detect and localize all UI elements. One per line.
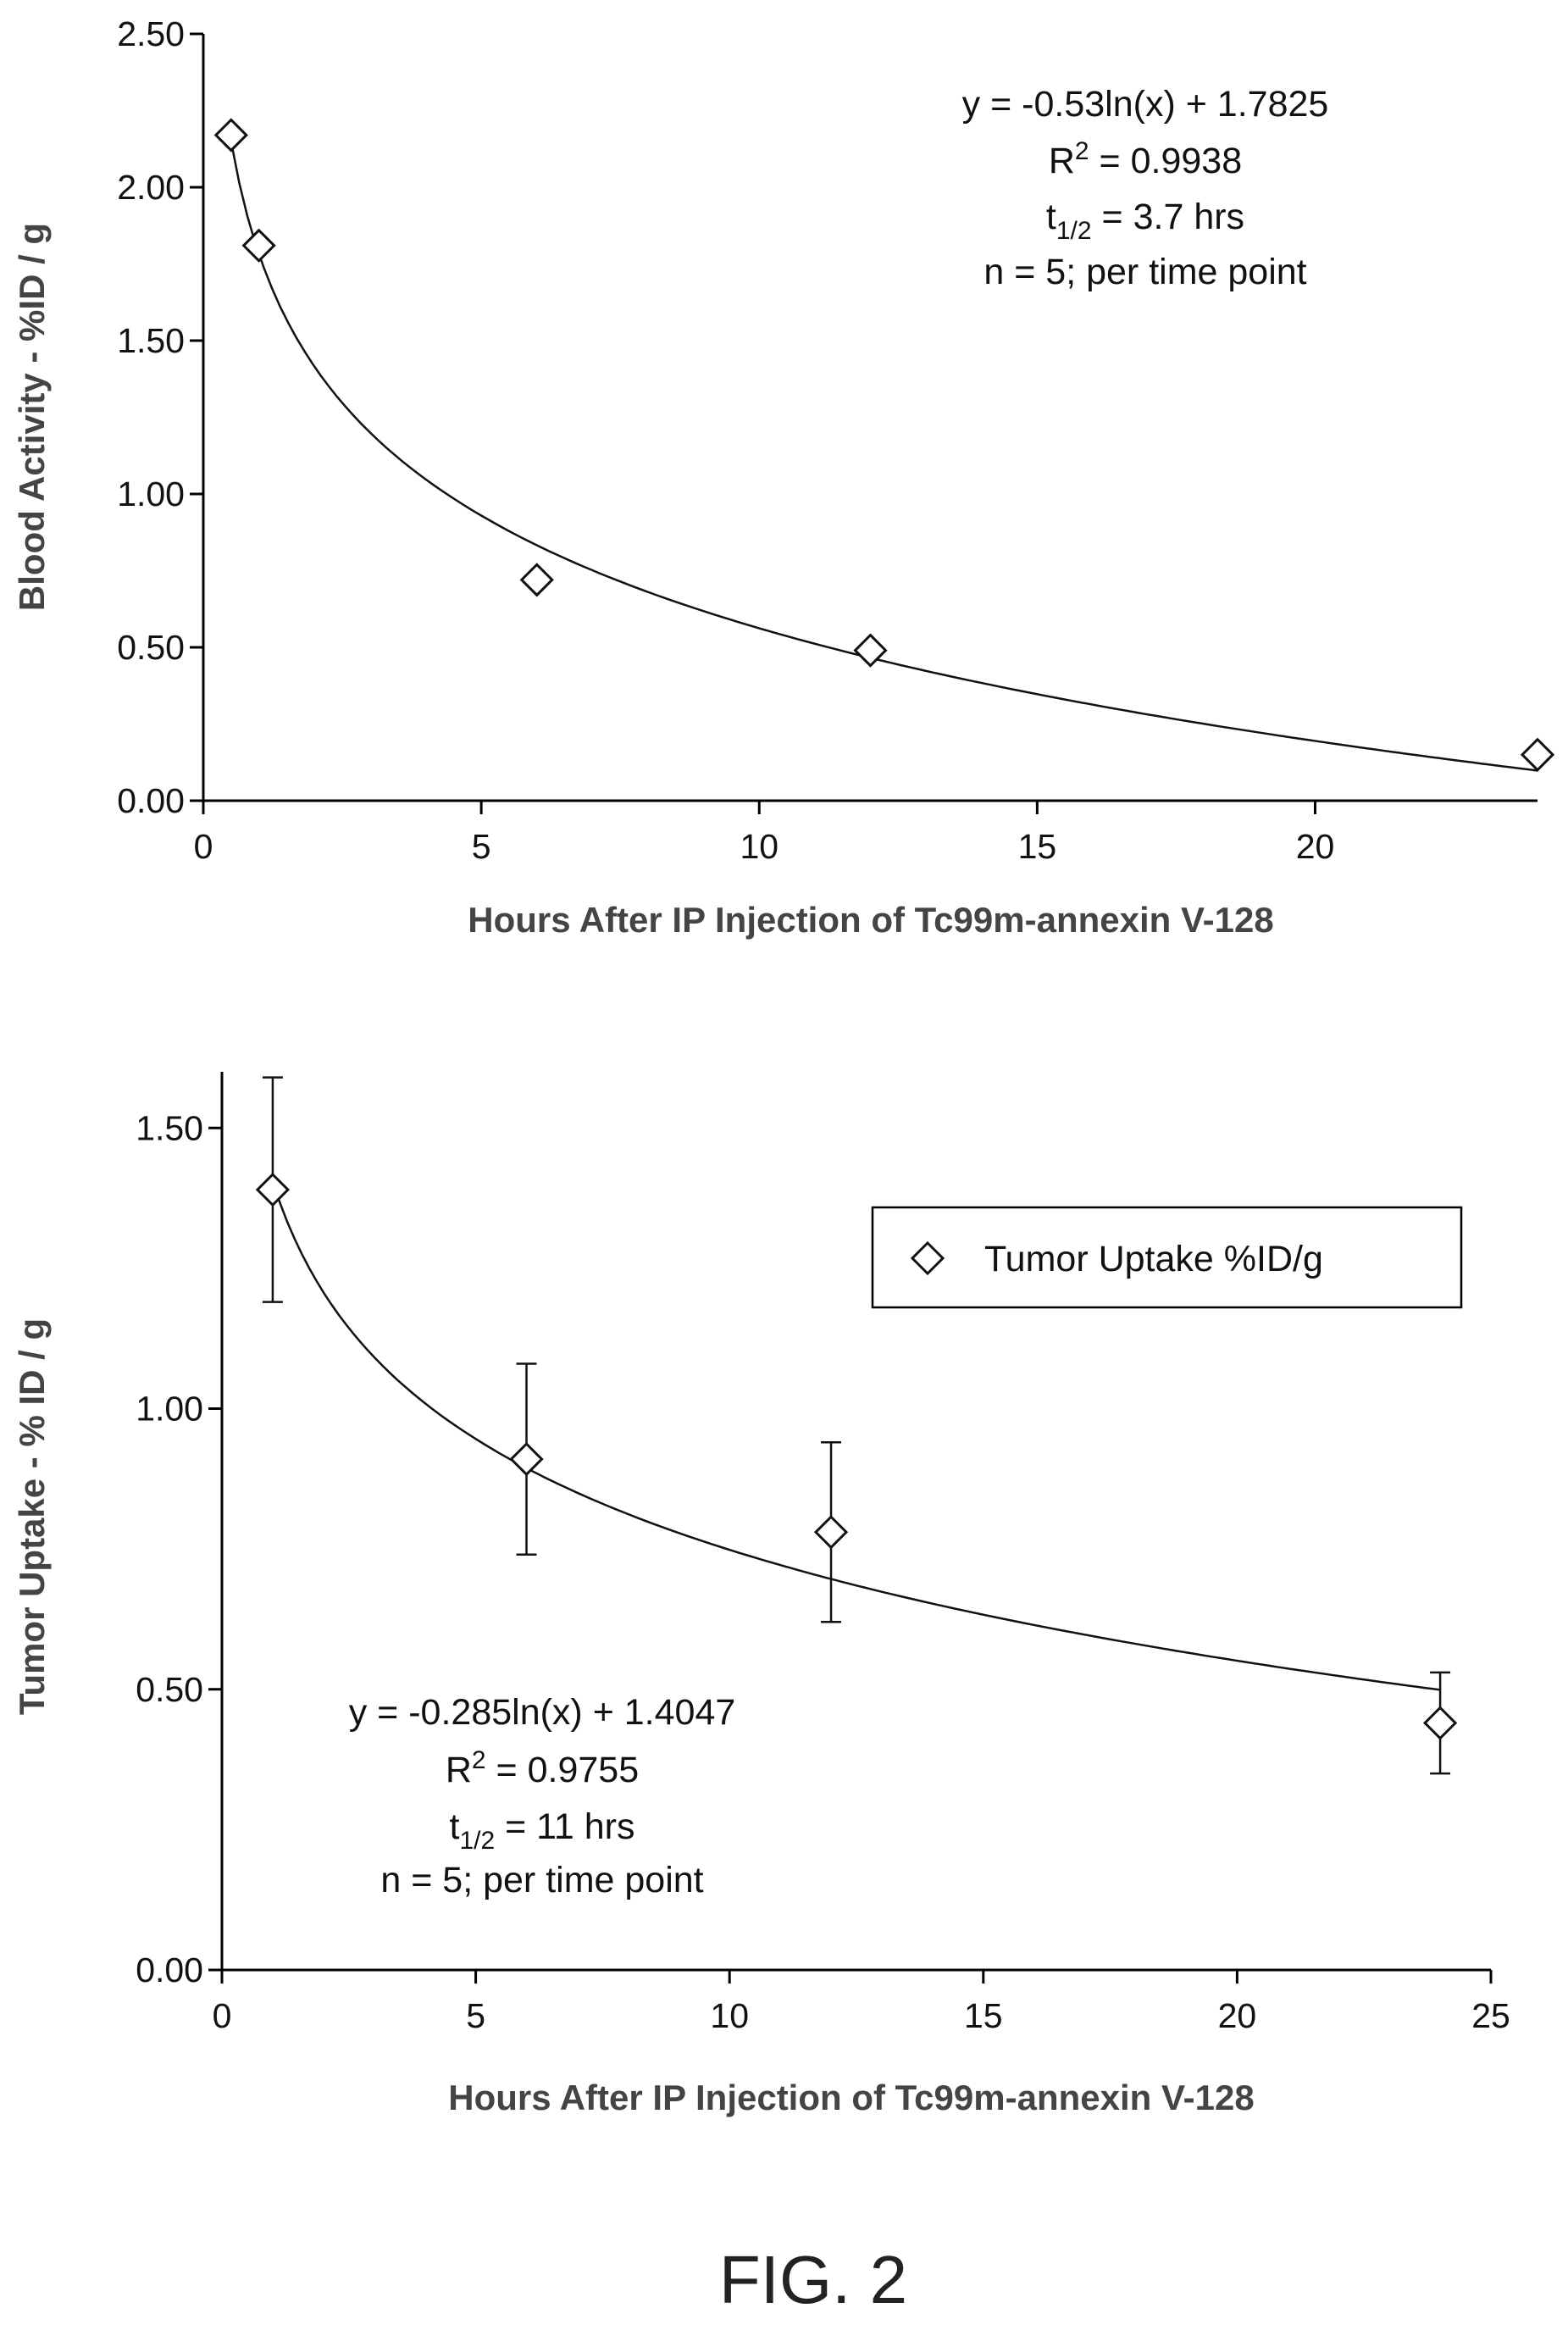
legend-box (871, 1206, 1463, 1309)
x-tick-label: 0 (194, 827, 213, 866)
data-point-diamond (1422, 1706, 1458, 1740)
y-tick-label: 0.00 (117, 781, 185, 820)
y-axis-label: Blood Activity - %ID / g (12, 223, 52, 611)
legend-label: Tumor Uptake %ID/g (984, 1239, 1323, 1279)
y-tick-label: 1.50 (136, 1108, 203, 1147)
x-ticks: 0 5 10 15 20 25 (213, 1970, 1510, 2035)
y-tick-label: 0.00 (136, 1950, 203, 1989)
y-tick-label: 1.00 (117, 474, 185, 513)
y-tick-label: 0.50 (136, 1670, 203, 1709)
y-tick-label: 2.00 (117, 168, 185, 207)
legend-diamond-icon (910, 1240, 945, 1276)
x-axis-label: Hours After IP Injection of Tc99m-annexi… (468, 900, 1273, 940)
blood-activity-chart: 0.00 0.50 1.00 1.50 2.00 2.50 0 5 10 15 20 Hours … (12, 14, 1555, 940)
data-point-diamond (509, 1442, 544, 1477)
x-tick-label: 0 (213, 1996, 232, 2035)
x-tick-label: 20 (1296, 827, 1335, 866)
trend-line (230, 141, 1538, 772)
half-life: t1/2 = 11 hrs (450, 1806, 635, 1855)
data-point-diamond (1520, 737, 1555, 772)
figure-label: FIG. 2 (719, 2242, 907, 2317)
fit-equation: y = -0.285ln(x) + 1.4047 (349, 1692, 736, 1733)
r-squared: R2 = 0.9938 (1049, 137, 1242, 181)
y-ticks: 0.00 0.50 1.00 1.50 (136, 1108, 222, 1989)
x-tick-label: 15 (1018, 827, 1057, 866)
r-squared: R2 = 0.9755 (446, 1746, 639, 1790)
x-tick-label: 5 (472, 827, 491, 866)
fit-equation: y = -0.53ln(x) + 1.7825 (962, 84, 1329, 125)
data-points (255, 1076, 1458, 1775)
x-tick-label: 15 (964, 1996, 1003, 2035)
trend-line (271, 1180, 1441, 1691)
x-tick-label: 10 (740, 827, 778, 866)
y-tick-label: 0.50 (117, 628, 185, 667)
x-tick-label: 25 (1471, 1996, 1510, 2035)
y-ticks: 0.00 0.50 1.00 1.50 2.00 2.50 (117, 14, 203, 820)
data-point-diamond (813, 1515, 849, 1550)
data-point-diamond (213, 118, 248, 153)
data-point-diamond (519, 563, 554, 597)
y-tick-label: 1.50 (117, 321, 185, 360)
x-axis-label: Hours After IP Injection of Tc99m-annexi… (448, 2078, 1254, 2117)
data-point-diamond (255, 1173, 291, 1207)
y-tick-label: 2.50 (117, 14, 185, 53)
y-tick-label: 1.00 (136, 1390, 203, 1429)
data-point-diamond (241, 228, 276, 263)
x-ticks: 0 5 10 15 20 (194, 801, 1335, 866)
sample-size: n = 5; per time point (380, 1860, 703, 1900)
data-points (213, 118, 1555, 772)
tumor-uptake-chart: 0.00 0.50 1.00 1.50 0 5 10 15 20 25 Tumor Uptake… (12, 1072, 1510, 2117)
legend: Tumor Uptake %ID/g (871, 1206, 1463, 1309)
x-tick-label: 5 (466, 1996, 485, 2035)
y-axis-label: Tumor Uptake - % ID / g (12, 1318, 52, 1715)
half-life: t1/2 = 3.7 hrs (1046, 197, 1244, 245)
data-point-diamond (853, 633, 888, 668)
sample-size: n = 5; per time point (983, 252, 1306, 292)
x-tick-label: 20 (1218, 1996, 1257, 2035)
x-tick-label: 10 (710, 1996, 749, 2035)
